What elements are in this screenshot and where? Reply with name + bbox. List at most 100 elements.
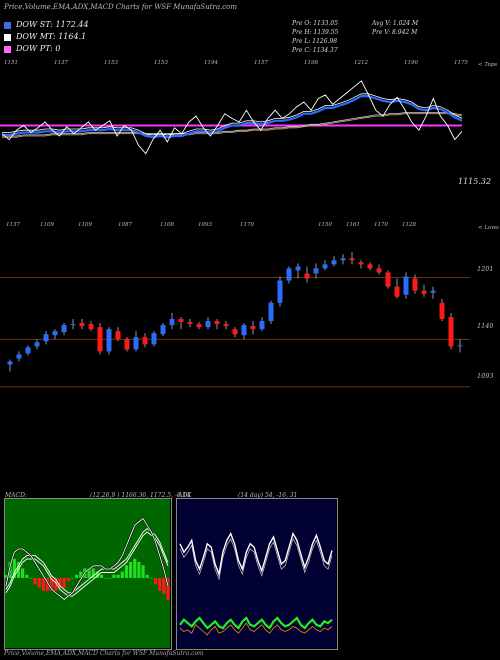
candle-bear xyxy=(124,339,130,350)
candle-bull xyxy=(133,337,139,350)
info-avg-volume: Avg V: 1.024 M xyxy=(372,20,419,27)
macd-histogram-bar xyxy=(158,578,162,591)
adx-params: (14 day) 54, -16, 31 xyxy=(238,492,298,499)
legend-entry-dow-st: DOW ST: 1172.44 xyxy=(4,20,204,32)
macd-histogram-bar xyxy=(75,574,79,578)
bottom-tick-label: 1108 xyxy=(160,222,174,228)
bottom-tick-label: 1170 xyxy=(374,222,388,228)
chart-footer: Price,Volume,EMA,ADX,MACD Charts for WSF… xyxy=(4,650,204,657)
macd-histogram-bar xyxy=(37,578,41,588)
adx-line xyxy=(179,531,333,577)
candle-bull xyxy=(16,354,22,359)
candle-bull xyxy=(205,321,211,328)
macd-histogram-bar xyxy=(62,578,66,588)
candle-bull xyxy=(322,264,328,269)
chart-header: Price,Volume,EMA,ADX,MACD Charts for WSF… xyxy=(4,3,238,11)
candle-bull xyxy=(7,361,13,365)
macd-title: MACD: xyxy=(5,492,27,499)
candle-bull xyxy=(403,276,409,295)
macd-histogram-bar xyxy=(29,578,33,579)
macd-histogram-bar xyxy=(162,578,166,594)
candle-bull xyxy=(268,302,274,322)
macd-histogram-bar xyxy=(79,571,83,578)
top-tick-label: 1194 xyxy=(204,60,218,66)
ema-value-label: 1115.32 xyxy=(458,177,492,186)
candle-bull xyxy=(169,319,175,326)
level-label-1093: 1093 xyxy=(477,372,494,380)
candle-bull xyxy=(34,342,40,347)
macd-histogram-bar xyxy=(66,578,70,582)
candle-bear xyxy=(385,272,391,287)
candle-bull xyxy=(331,260,337,265)
top-tick-label: 1153 xyxy=(154,60,168,66)
minus-di-line xyxy=(179,622,333,636)
macd-histogram-bar xyxy=(87,568,91,578)
top-tick-label: 1137 xyxy=(54,60,68,66)
bottom-tick-label: 1170 xyxy=(240,222,254,228)
ema-slow-line-2 xyxy=(2,112,463,137)
candle-bull xyxy=(151,333,157,345)
candle-bear xyxy=(79,323,85,327)
candle-bear xyxy=(196,324,202,328)
legend-entry-dow-pt: DOW PT: 0 xyxy=(4,44,204,56)
macd-histogram-bar xyxy=(149,578,153,579)
bottom-tick-label: 1128 xyxy=(402,222,416,228)
candle-bear xyxy=(178,319,184,323)
macd-histogram-bar xyxy=(21,568,25,578)
legend-swatch xyxy=(4,22,11,29)
adx-title: ADX xyxy=(178,492,192,499)
macd-histogram-bar xyxy=(25,574,29,578)
macd-histogram-bar xyxy=(91,568,95,578)
macd-histogram-bar xyxy=(95,571,99,578)
macd-histogram-bar xyxy=(129,562,133,578)
candle-bear xyxy=(214,321,220,325)
candle-bear xyxy=(349,258,355,261)
bottom-tick-label: 1137 xyxy=(6,222,20,228)
plus-di-line xyxy=(179,616,333,630)
macd-histogram-bar xyxy=(50,578,54,591)
macd-histogram-bar xyxy=(116,574,120,578)
legend-swatch xyxy=(4,34,11,41)
candle-bear xyxy=(88,324,94,330)
ema-mid-line xyxy=(2,93,463,136)
candle-bear xyxy=(367,264,373,269)
macd-histogram-bar xyxy=(4,574,8,578)
bottom-tick-label: 1087 xyxy=(118,222,132,228)
adx-panel-frame xyxy=(176,498,338,650)
tops-label: < Tops xyxy=(478,62,498,68)
legend-swatch xyxy=(4,46,11,53)
top-tick-label: 1212 xyxy=(354,60,368,66)
candle-bear xyxy=(97,327,103,352)
macd-histogram-bar xyxy=(58,578,62,588)
candle-bull xyxy=(286,268,292,281)
candle-bull xyxy=(340,258,346,261)
macd-signal-line xyxy=(5,528,169,594)
info-pre-low: Pre L: 1126.98 xyxy=(292,38,338,45)
price-line xyxy=(1,80,463,155)
candle-bull xyxy=(277,280,283,303)
candle-bear xyxy=(250,326,256,330)
macd-histogram-bar xyxy=(133,558,137,578)
candle-bull xyxy=(52,331,58,336)
candle-bear xyxy=(142,337,148,345)
ema-slow-line xyxy=(2,113,463,138)
macd-histogram-bar xyxy=(166,578,170,601)
macd-histogram-bar xyxy=(120,571,124,578)
candle-bull xyxy=(295,266,301,271)
macd-histogram-bar xyxy=(137,562,141,578)
legend-label: DOW MT: 1164.1 xyxy=(16,32,87,41)
candle-bull xyxy=(457,345,463,347)
top-tick-label: 1190 xyxy=(404,60,418,66)
bottom-tick-label: 1109 xyxy=(40,222,54,228)
candle-bear xyxy=(376,268,382,273)
bottom-tick-label: 1150 xyxy=(318,222,332,228)
level-label-1201: 1201 xyxy=(477,265,494,273)
top-tick-label: 1151 xyxy=(4,60,18,66)
info-pre-open: Pre O: 1133.05 xyxy=(292,20,339,27)
macd-line xyxy=(5,517,169,601)
macd-panel-frame xyxy=(4,498,172,650)
top-tick-label: 1157 xyxy=(254,60,268,66)
top-tick-label: 1175 xyxy=(454,60,468,66)
